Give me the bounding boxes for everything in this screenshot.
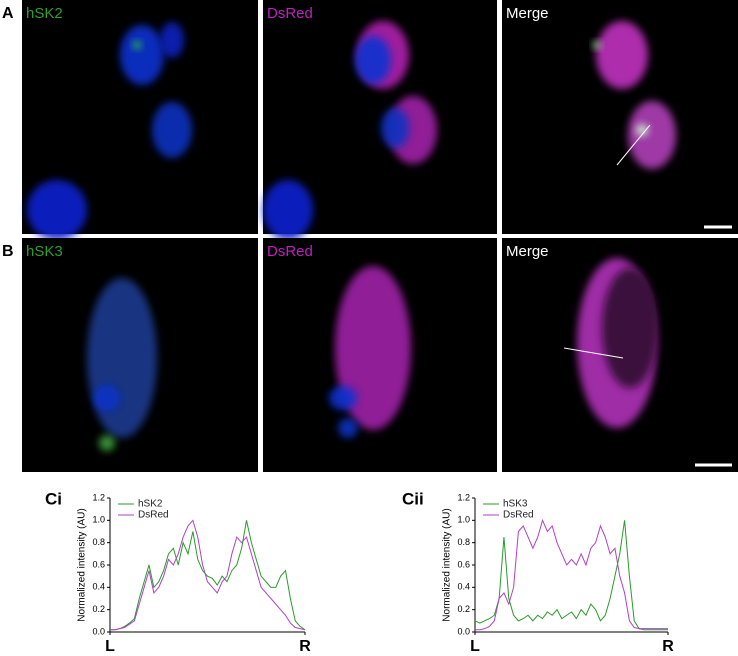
y-tick-label: 0.0 <box>457 626 470 636</box>
micrograph <box>502 0 738 234</box>
y-tick-label: 0.2 <box>92 604 105 614</box>
cell <box>593 41 601 49</box>
y-tick-label: 1.2 <box>457 492 470 502</box>
cell <box>355 36 391 84</box>
y-tick-label: 0.2 <box>457 604 470 614</box>
legend-label: hSK3 <box>503 499 528 510</box>
channel-label: hSK2 <box>26 5 63 22</box>
channel-label: DsRed <box>267 243 313 260</box>
y-axis-title: Normalized intensity (AU) <box>77 508 88 621</box>
cell <box>160 22 184 58</box>
cell <box>636 124 648 136</box>
data-line <box>110 520 306 631</box>
data-line <box>475 518 668 631</box>
row-label: A <box>2 5 14 22</box>
cell <box>87 278 157 438</box>
cell <box>152 102 192 158</box>
x-tick-label: L <box>470 638 480 655</box>
y-tick-label: 0.6 <box>457 559 470 569</box>
data-line <box>474 520 668 631</box>
x-tick-label: R <box>662 638 674 655</box>
micrograph <box>22 238 258 472</box>
cell <box>99 435 115 451</box>
legend-label: hSK2 <box>138 499 163 510</box>
cell <box>27 180 87 240</box>
panel-label: Cii <box>402 489 424 508</box>
cell <box>263 180 313 240</box>
scan-line <box>616 124 651 166</box>
micrograph <box>263 0 497 240</box>
cell <box>120 25 164 85</box>
y-axis-title: Normalized intensity (AU) <box>442 508 453 621</box>
scan-line <box>563 347 624 359</box>
cell <box>596 21 648 89</box>
y-tick-label: 0.4 <box>92 582 105 592</box>
cell <box>95 386 119 410</box>
y-tick-label: 0.0 <box>92 626 105 636</box>
micrograph <box>502 238 738 472</box>
cell <box>133 41 141 49</box>
y-tick-label: 1.0 <box>457 515 470 525</box>
cell <box>628 101 676 169</box>
cell <box>335 266 411 430</box>
cell <box>602 268 658 388</box>
x-tick-label: R <box>299 638 311 655</box>
legend-label: DsRed <box>138 510 169 521</box>
y-tick-label: 0.8 <box>457 537 470 547</box>
channel-label: hSK3 <box>26 243 63 260</box>
y-tick-label: 0.4 <box>457 582 470 592</box>
row-label: B <box>2 243 14 260</box>
y-tick-label: 0.8 <box>92 537 105 547</box>
channel-label: Merge <box>506 5 549 22</box>
y-tick-label: 0.6 <box>92 559 105 569</box>
micrograph <box>263 238 497 472</box>
channel-label: Merge <box>506 243 549 260</box>
y-tick-label: 1.2 <box>92 492 105 502</box>
panel-label: Ci <box>45 489 62 508</box>
x-tick-label: L <box>105 638 115 655</box>
data-line <box>110 519 306 631</box>
cell <box>329 386 357 410</box>
cell <box>381 108 409 148</box>
channel-label: DsRed <box>267 5 313 22</box>
cell <box>338 418 358 438</box>
legend-label: DsRed <box>503 510 534 521</box>
y-tick-label: 1.0 <box>92 515 105 525</box>
micrograph <box>22 0 258 240</box>
